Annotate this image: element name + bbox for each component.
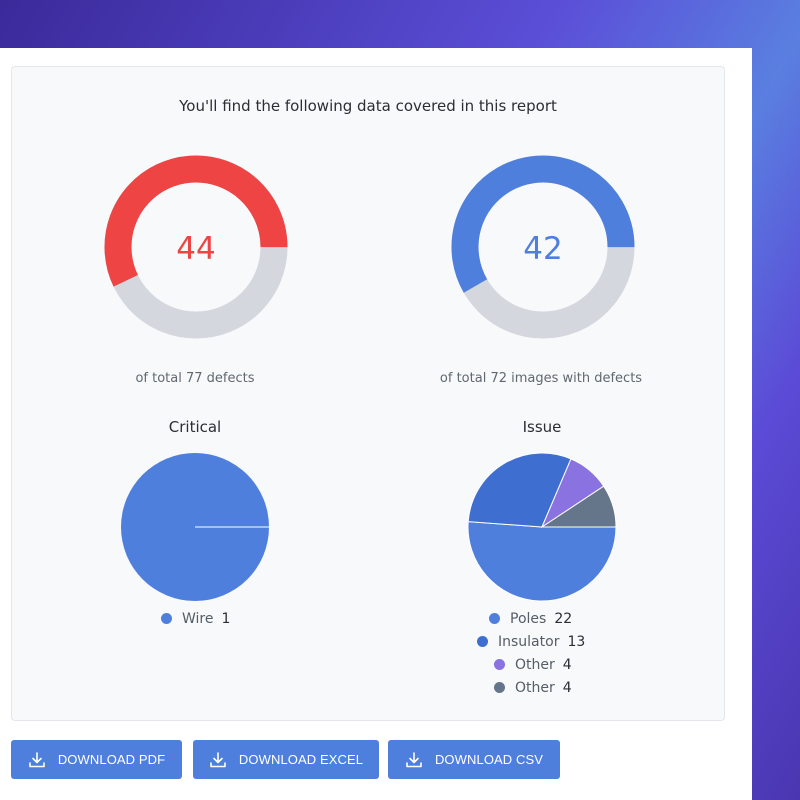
download-excel-label: DOWNLOAD EXCEL	[238, 752, 364, 767]
pie-slice-insulator-1	[467, 452, 572, 528]
legend-dot	[161, 613, 172, 624]
legend-item-poles[interactable]: Poles 22	[489, 607, 585, 630]
legend-count: 4	[562, 656, 572, 673]
download-csv-label: DOWNLOAD CSV	[434, 752, 544, 767]
download-excel-button[interactable]: DOWNLOAD EXCEL	[193, 740, 379, 779]
legend-count: 1	[221, 610, 231, 627]
defects-caption: of total 77 defects	[135, 371, 255, 386]
legend-count: 13	[567, 633, 586, 650]
images-count: 42	[523, 231, 563, 267]
critical-pie-svg	[121, 453, 269, 601]
images-donut-svg	[451, 155, 635, 339]
pie-slice-poles-0	[467, 521, 617, 602]
report-panel: You'll find the following data covered i…	[0, 48, 752, 800]
legend-count: 4	[562, 679, 572, 696]
report-title: You'll find the following data covered i…	[179, 97, 557, 115]
critical-chart-title: Critical	[168, 418, 222, 436]
download-icon	[210, 751, 226, 767]
pie-slice-other-3	[540, 485, 617, 528]
report-summary-card: You'll find the following data covered i…	[11, 66, 725, 721]
legend-item-insulator[interactable]: Insulator 13	[477, 630, 585, 653]
download-csv-button[interactable]: DOWNLOAD CSV	[388, 740, 560, 779]
legend-label: Poles	[510, 610, 547, 627]
images-caption: of total 72 images with defects	[439, 371, 643, 386]
issue-chart-title: Issue	[522, 418, 562, 436]
legend-item-other-1[interactable]: Other 4	[494, 653, 585, 676]
download-pdf-button[interactable]: DOWNLOAD PDF	[11, 740, 182, 779]
images-donut-chart: 42	[451, 155, 635, 339]
legend-label: Insulator	[498, 633, 560, 650]
legend-label: Wire	[182, 610, 214, 627]
legend-dot	[494, 659, 505, 670]
legend-count: 22	[554, 610, 573, 627]
issue-pie-svg	[467, 452, 617, 602]
critical-legend: Wire 1	[161, 607, 230, 630]
legend-dot	[477, 636, 488, 647]
legend-dot	[494, 682, 505, 693]
legend-label: Other	[515, 679, 555, 696]
defects-count: 44	[176, 231, 216, 267]
legend-item-wire[interactable]: Wire 1	[161, 607, 230, 630]
defects-donut-chart: 44	[104, 155, 288, 339]
legend-label: Other	[515, 656, 555, 673]
issue-legend: Poles 22 Insulator 13 Other 4 Other 4	[477, 607, 585, 699]
defects-donut-svg	[104, 155, 288, 339]
critical-pie-chart	[120, 452, 270, 602]
download-pdf-label: DOWNLOAD PDF	[57, 752, 166, 767]
legend-dot	[489, 613, 500, 624]
download-icon	[29, 751, 45, 767]
download-icon	[406, 751, 422, 767]
legend-item-other-2[interactable]: Other 4	[494, 676, 585, 699]
issue-pie-chart	[467, 452, 617, 602]
